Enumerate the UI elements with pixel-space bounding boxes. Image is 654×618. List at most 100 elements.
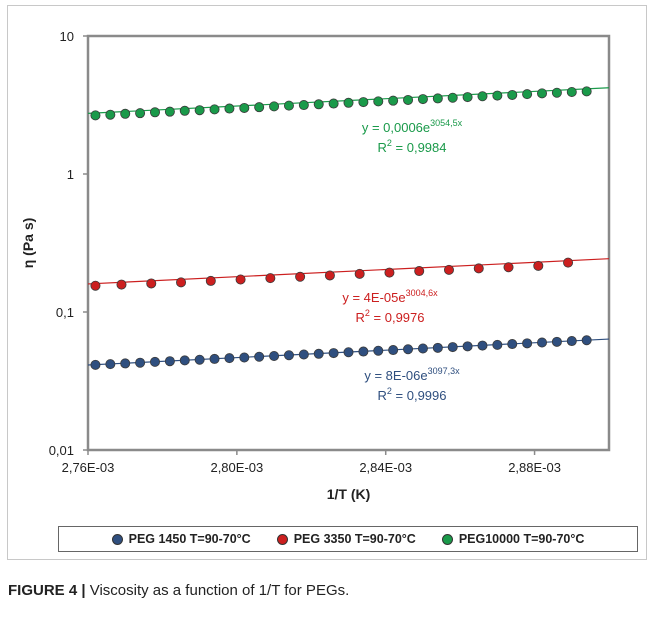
data-point xyxy=(492,339,503,350)
data-point xyxy=(477,91,488,102)
data-point xyxy=(105,359,116,370)
equation-base: y = 8E-06e xyxy=(364,368,427,383)
data-point xyxy=(581,335,592,346)
data-point xyxy=(507,89,518,100)
data-point xyxy=(205,275,216,286)
y-tick-label: 10 xyxy=(60,29,74,44)
data-point xyxy=(373,345,384,356)
equation-label: y = 0,0006e3054,5x xyxy=(362,118,463,135)
data-point xyxy=(298,100,309,111)
data-point xyxy=(90,110,101,121)
r-squared-superscript: 2 xyxy=(387,386,392,396)
r-squared-label: R2 = 0,9984 xyxy=(378,138,447,155)
legend-label: PEG 1450 T=90-70°C xyxy=(128,532,251,546)
data-point xyxy=(443,264,454,275)
data-point xyxy=(328,98,339,109)
legend-item: PEG 1450 T=90-70°C xyxy=(111,532,251,546)
data-point xyxy=(269,101,280,112)
equation-exponent: 3054,5x xyxy=(430,118,463,128)
data-point xyxy=(388,95,399,106)
equation-exponent: 3097,3x xyxy=(428,366,461,376)
data-point xyxy=(120,108,131,119)
data-point xyxy=(447,342,458,353)
data-point xyxy=(358,346,369,357)
data-point xyxy=(358,97,369,108)
data-point xyxy=(522,89,533,100)
data-point xyxy=(235,274,246,285)
data-point xyxy=(581,86,592,97)
r-squared-value: = 0,9996 xyxy=(392,388,447,403)
data-point xyxy=(566,86,577,97)
data-point xyxy=(105,109,116,120)
data-point xyxy=(135,108,146,119)
r-squared-superscript: 2 xyxy=(365,308,370,318)
data-point xyxy=(566,336,577,347)
legend-marker xyxy=(111,533,123,545)
caption-text: Viscosity as a function of 1/T for PEGs. xyxy=(85,582,350,599)
r-squared-superscript: 2 xyxy=(387,138,392,148)
data-point xyxy=(209,353,220,364)
figure-caption: FIGURE 4 | Viscosity as a function of 1/… xyxy=(8,582,349,599)
r-squared-symbol: R xyxy=(378,140,387,155)
data-point xyxy=(507,339,518,350)
data-point xyxy=(239,352,250,363)
data-point xyxy=(551,87,562,98)
data-point xyxy=(477,340,488,351)
data-point xyxy=(551,336,562,347)
data-point xyxy=(403,344,414,355)
data-point xyxy=(179,355,190,366)
r-squared-symbol: R xyxy=(356,310,365,325)
data-point xyxy=(503,262,514,273)
data-point xyxy=(324,270,335,281)
data-point xyxy=(388,345,399,356)
data-point xyxy=(537,88,548,99)
x-tick-label: 2,80E-03 xyxy=(210,460,263,475)
data-point xyxy=(224,353,235,364)
data-point xyxy=(343,97,354,108)
x-axis-title: 1/T (K) xyxy=(327,486,371,502)
data-point xyxy=(116,279,127,290)
data-point xyxy=(209,104,220,115)
data-point xyxy=(343,347,354,358)
x-tick-label: 2,84E-03 xyxy=(359,460,412,475)
data-point xyxy=(146,278,157,289)
data-point xyxy=(373,96,384,107)
data-point xyxy=(417,94,428,105)
data-point xyxy=(269,350,280,361)
r-squared-label: R2 = 0,9976 xyxy=(356,308,425,325)
r-squared-value: = 0,9976 xyxy=(370,310,425,325)
data-point xyxy=(120,358,131,369)
data-point xyxy=(254,102,265,113)
data-point xyxy=(194,105,205,116)
data-point xyxy=(354,268,365,279)
data-point xyxy=(522,338,533,349)
data-point xyxy=(90,280,101,291)
data-point xyxy=(135,357,146,368)
data-point xyxy=(533,260,544,271)
legend-item: PEG 3350 T=90-70°C xyxy=(276,532,416,546)
legend: PEG 1450 T=90-70°C PEG 3350 T=90-70°C PEG1… xyxy=(58,526,638,552)
data-point xyxy=(432,93,443,104)
data-point xyxy=(283,350,294,361)
y-tick-label: 0,01 xyxy=(49,443,74,458)
chart: 0,01 0,1 1 10 2,76E-03 2,80E-03 2,84E-03 2,88E-… xyxy=(20,29,611,502)
data-point xyxy=(283,100,294,111)
y-tick-label: 1 xyxy=(67,167,74,182)
data-point xyxy=(414,266,425,277)
legend-marker xyxy=(276,533,288,545)
legend-label: PEG 3350 T=90-70°C xyxy=(293,532,416,546)
data-point xyxy=(462,92,473,103)
data-point xyxy=(254,351,265,362)
data-point xyxy=(537,337,548,348)
data-point xyxy=(164,356,175,367)
equation-label: y = 4E-05e3004,6x xyxy=(342,288,438,305)
trend-line xyxy=(87,258,610,285)
equation-base: y = 4E-05e xyxy=(342,290,405,305)
data-point xyxy=(384,267,395,278)
data-point xyxy=(473,263,484,274)
data-point xyxy=(149,107,160,118)
y-tick-label: 0,1 xyxy=(56,305,74,320)
r-squared-value: = 0,9984 xyxy=(392,140,447,155)
equation-base: y = 0,0006e xyxy=(362,120,430,135)
data-point xyxy=(298,349,309,360)
